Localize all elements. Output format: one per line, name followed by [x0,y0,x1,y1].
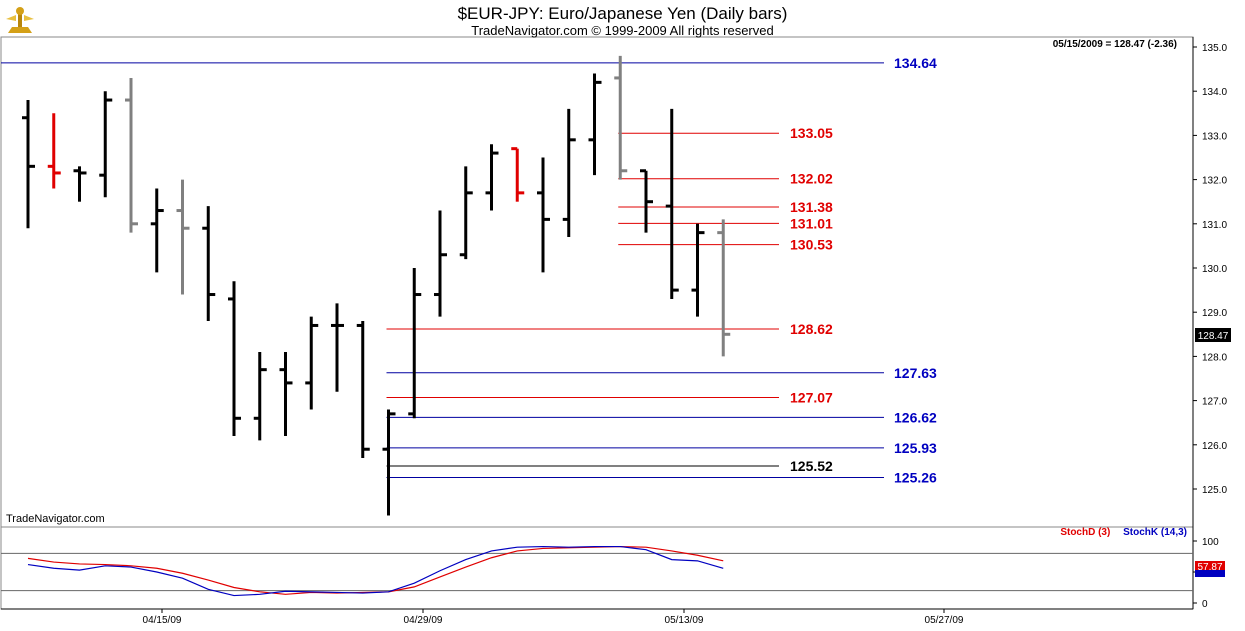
y-tick-label: 131.0 [1202,220,1227,231]
ohlc-bar [511,147,525,202]
ohlc-bar [717,219,731,357]
price-level-label: 132.02 [790,171,833,187]
svg-text:57.87: 57.87 [1197,562,1222,573]
ohlc-bar [485,144,499,211]
date-axis: 04/15/09 04/29/09 05/13/09 05/27/09 [143,609,964,626]
ohlc-bar [562,108,576,238]
quote-readout: 05/15/2009 = 128.47 (-2.36) [1052,39,1177,50]
ohlc-bar [202,206,216,322]
ohlc-bar [640,169,653,233]
ohlc-bar [150,188,164,273]
x-tick-label: 05/13/09 [665,615,704,626]
ohlc-bar [22,100,35,229]
ohlc-bar [537,157,550,273]
price-level-label: 131.01 [790,215,833,231]
price-bars [22,55,731,516]
y-tick-label: 135.0 [1202,43,1227,54]
ohlc-bar [588,73,602,176]
ohlc-bar [125,77,138,233]
price-panel-border [0,36,1194,528]
ohlc-bar [691,223,705,317]
y-tick-label: 132.0 [1202,176,1227,187]
svg-text:128.47: 128.47 [1198,331,1229,342]
ohlc-bar [434,210,447,317]
y-tick-label: 126.0 [1202,441,1227,452]
y-tick-label: 129.0 [1202,308,1227,319]
ohlc-bar [47,113,61,189]
ohlc-bar [176,179,190,295]
ohlc-bar [305,316,319,410]
x-tick-label: 04/29/09 [404,615,443,626]
stoch-series-line [27,545,724,597]
watermark-text: TradeNavigator.com [6,513,105,525]
ohlc-bar [331,303,344,392]
stoch-value-marker: 57.87 [1195,561,1225,577]
chart-subtitle: TradeNavigator.com © 1999-2009 All right… [471,23,774,38]
ohlc-bar [228,281,241,436]
stoch-panel-border [0,526,1194,610]
price-level-label: 134.64 [894,55,937,71]
price-level-label: 127.07 [790,390,833,406]
ohlc-bar [356,321,370,459]
price-level-label: 133.05 [790,125,833,141]
stochastic-panel: 050100 [1,537,1219,610]
price-level-label: 130.53 [790,237,833,253]
ohlc-bar [253,351,267,441]
ohlc-bar [382,409,396,516]
ohlc-bar [279,351,293,436]
price-level-label: 128.62 [790,321,833,337]
stoch-tick-label: 0 [1202,599,1208,610]
y-tick-label: 128.0 [1202,352,1227,363]
price-axis: 125.0 126.0 127.0 128.0 129.0 130.0 131.0 132.0… [1193,43,1227,496]
legend-stochk: StochK (14,3) [1123,527,1187,538]
chart-title: $EUR-JPY: Euro/Japanese Yen (Daily bars) [457,4,788,23]
price-level-label: 125.52 [790,458,833,474]
price-level-label: 125.26 [894,470,937,486]
ohlc-bar [459,166,473,260]
last-price-marker: 128.47 [1195,328,1231,342]
y-tick-label: 133.0 [1202,131,1227,142]
y-tick-label: 127.0 [1202,397,1227,408]
ohlc-bar [408,268,422,419]
y-tick-label: 134.0 [1202,87,1227,98]
stoch-tick-label: 100 [1202,537,1219,548]
tradenavigator-logo-icon [4,5,36,35]
price-level-label: 127.63 [894,365,937,381]
y-tick-label: 125.0 [1202,485,1227,496]
stoch-legend: StochD (3) StochK (14,3) [1060,527,1187,538]
price-level-label: 126.62 [894,409,937,425]
price-level-label: 125.93 [894,440,937,456]
x-tick-label: 04/15/09 [143,615,182,626]
ohlc-bar [99,91,113,198]
ohlc-bar [665,108,679,299]
y-tick-label: 130.0 [1202,264,1227,275]
ohlc-bar [614,55,628,180]
x-tick-label: 05/27/09 [925,615,964,626]
price-level-label: 131.38 [790,199,833,215]
chart-header: $EUR-JPY: Euro/Japanese Yen (Daily bars)… [0,0,1245,38]
ohlc-bar [73,166,87,202]
legend-stochd: StochD (3) [1060,527,1111,538]
